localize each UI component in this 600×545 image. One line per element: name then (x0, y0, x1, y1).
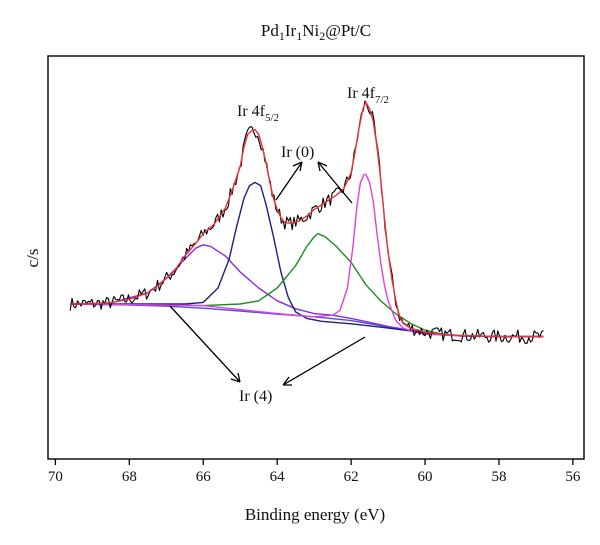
x-tick-label: 70 (48, 469, 63, 485)
series-envelope-line (70, 101, 544, 338)
arrow-ir4-right-head (282, 376, 292, 386)
label-ir-4f52: Ir 4f5/2 (237, 103, 279, 124)
arrow-ir4-left (169, 305, 241, 383)
label-ir-4f72: Ir 4f7/2 (347, 85, 389, 106)
arrow-ir0-right-head (317, 161, 328, 172)
annotation-arrows (169, 161, 366, 386)
curves-layer (69, 100, 544, 344)
series-ir0-low-line (70, 181, 544, 338)
series-ir4-high-line (70, 232, 544, 338)
x-tick-label: 68 (122, 469, 137, 485)
label-ir4: Ir (4) (239, 388, 272, 405)
x-tick-label: 58 (491, 469, 506, 485)
x-tick-label: 56 (565, 469, 581, 485)
series-background-line (70, 303, 544, 338)
x-tick-label: 60 (418, 469, 433, 485)
chart-title: Pd1Ir1Ni2@Pt/C (261, 21, 371, 43)
arrow-ir0-right (317, 161, 353, 204)
x-tick-label: 66 (196, 469, 212, 485)
x-tick-label: 62 (344, 469, 359, 485)
label-ir0: Ir (0) (281, 144, 314, 161)
x-tick-label: 64 (270, 469, 286, 485)
arrow-ir4-left-head (230, 372, 241, 383)
y-axis-label: c/s (23, 249, 42, 268)
x-axis-label: Binding energy (eV) (245, 505, 385, 524)
series-ir4-low-line (70, 244, 544, 338)
arrow-ir0-left-head (292, 161, 303, 172)
x-axis-ticks: 70 68 66 64 62 60 58 56 (48, 459, 581, 485)
arrow-ir4-right (282, 336, 366, 386)
series-raw-line (69, 100, 544, 344)
plot-frame (47, 55, 585, 460)
arrow-ir0-left (275, 161, 303, 201)
